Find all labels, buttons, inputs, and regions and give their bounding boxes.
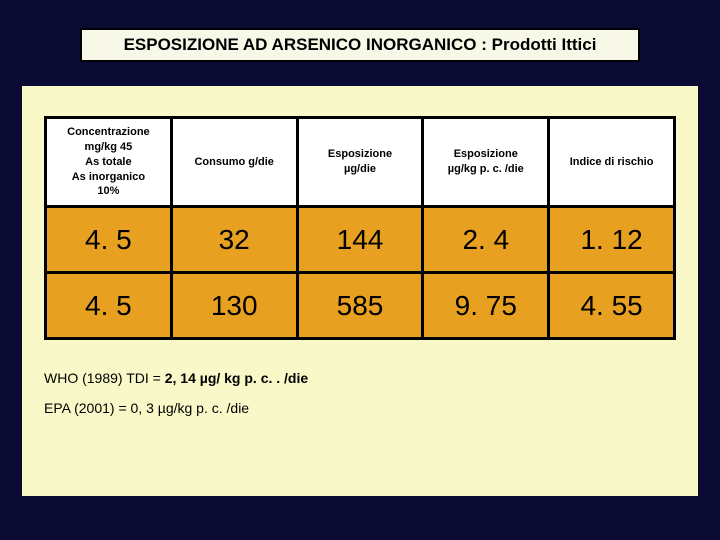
table-header-row: Concentrazione mg/kg 45 As totale As ino…	[46, 118, 675, 207]
cell: 130	[171, 273, 297, 339]
title-bar: ESPOSIZIONE AD ARSENICO INORGANICO : Pro…	[80, 28, 640, 62]
table-row: 4. 5 130 585 9. 75 4. 55	[46, 273, 675, 339]
col-consumo: Consumo g/die	[171, 118, 297, 207]
footnote-who: WHO (1989) TDI = 2, 14 µg/ kg p. c. . /d…	[44, 370, 676, 386]
cell: 144	[297, 207, 423, 273]
col-concentrazione: Concentrazione mg/kg 45 As totale As ino…	[46, 118, 172, 207]
footnote-epa: EPA (2001) = 0, 3 µg/kg p. c. /die	[44, 400, 676, 416]
cell: 9. 75	[423, 273, 549, 339]
content-panel: Concentrazione mg/kg 45 As totale As ino…	[22, 86, 698, 496]
cell: 4. 5	[46, 207, 172, 273]
cell: 1. 12	[549, 207, 675, 273]
col-indice: Indice di rischio	[549, 118, 675, 207]
cell: 2. 4	[423, 207, 549, 273]
col-esposizione-kg: Esposizione µg/kg p. c. /die	[423, 118, 549, 207]
cell: 4. 5	[46, 273, 172, 339]
col-esposizione-die: Esposizione µg/die	[297, 118, 423, 207]
table-row: 4. 5 32 144 2. 4 1. 12	[46, 207, 675, 273]
cell: 585	[297, 273, 423, 339]
cell: 4. 55	[549, 273, 675, 339]
cell: 32	[171, 207, 297, 273]
footnotes: WHO (1989) TDI = 2, 14 µg/ kg p. c. . /d…	[44, 370, 676, 416]
page-title: ESPOSIZIONE AD ARSENICO INORGANICO : Pro…	[124, 35, 597, 55]
exposure-table: Concentrazione mg/kg 45 As totale As ino…	[44, 116, 676, 340]
footnote-who-value: 2, 14 µg/ kg p. c. . /die	[165, 370, 308, 386]
footnote-who-prefix: WHO (1989) TDI =	[44, 370, 165, 386]
